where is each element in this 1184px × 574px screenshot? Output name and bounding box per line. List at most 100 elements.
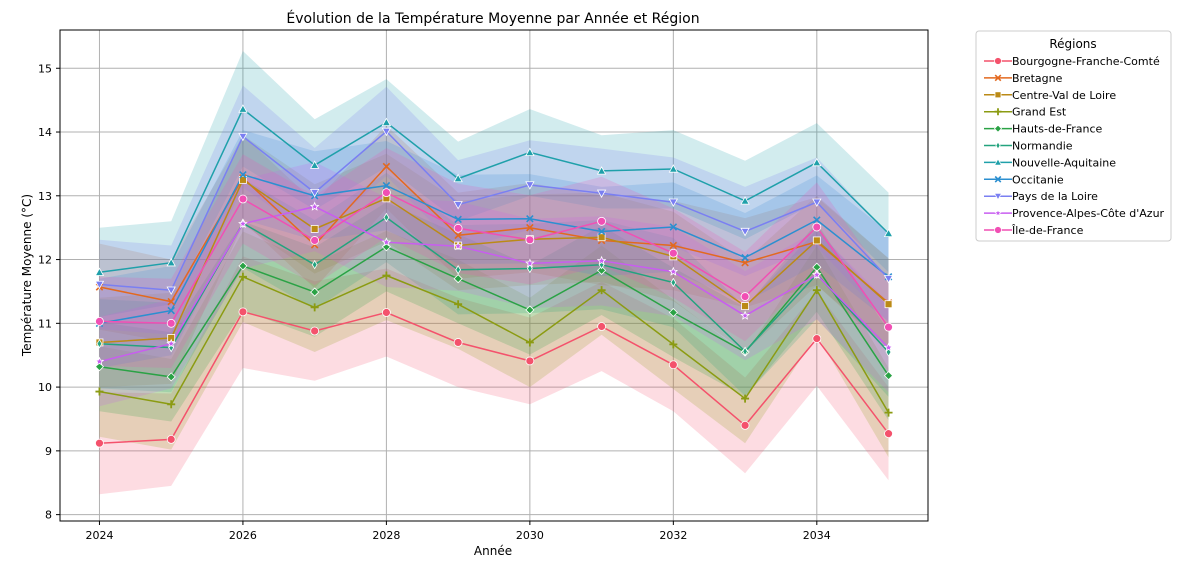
- y-tick-label: 14: [38, 126, 52, 139]
- legend-label: Bourgogne-Franche-Comté: [1012, 55, 1160, 68]
- data-point: [669, 223, 678, 231]
- data-point: [310, 326, 320, 336]
- data-point: [525, 338, 534, 347]
- data-point: [812, 334, 822, 344]
- y-tick-label: 12: [38, 254, 52, 267]
- legend-label: Normandie: [1012, 140, 1073, 153]
- legend-label: Centre-Val de Loire: [1012, 89, 1116, 102]
- data-point: [597, 286, 606, 295]
- confidence-band: [99, 230, 889, 458]
- data-point: [381, 117, 392, 127]
- data-point: [309, 189, 320, 198]
- series-line: [99, 191, 890, 328]
- data-point: [525, 356, 535, 366]
- data-point: [166, 257, 176, 267]
- data-point: [238, 194, 248, 204]
- data-point: [812, 198, 822, 207]
- data-point: [742, 346, 748, 357]
- data-point: [525, 147, 535, 157]
- data-point: [884, 300, 893, 309]
- data-point: [239, 170, 247, 179]
- x-tick-label: 2030: [516, 529, 544, 542]
- data-point: [669, 241, 678, 250]
- data-point: [525, 181, 535, 190]
- data-point: [310, 225, 319, 233]
- legend-label: Île-de-France: [1011, 224, 1084, 237]
- data-point: [525, 258, 535, 268]
- legend-label: Provence-Alpes-Côte d'Azur: [1012, 207, 1165, 220]
- data-point: [166, 338, 176, 348]
- y-tick-label: 8: [45, 509, 52, 522]
- data-point: [994, 74, 1002, 82]
- legend-label: Hauts-de-France: [1012, 123, 1103, 136]
- data-point: [597, 227, 606, 236]
- data-point: [382, 181, 391, 190]
- y-tick-label: 15: [38, 62, 52, 75]
- data-point: [668, 164, 679, 173]
- data-point: [884, 408, 893, 417]
- series-line: [99, 205, 890, 363]
- data-point: [883, 371, 894, 381]
- data-point: [238, 261, 248, 271]
- data-point: [597, 322, 607, 331]
- confidence-band: [99, 256, 889, 495]
- data-point: [995, 141, 1001, 150]
- data-point: [668, 360, 678, 370]
- data-point: [238, 104, 248, 113]
- data-point: [740, 310, 750, 320]
- data-point: [96, 338, 103, 349]
- axes: 2024 2026 2028 2030 2032 2034 8 9 10 11 12 13 14 15: [38, 29, 929, 542]
- legend-label: Nouvelle-Aquitaine: [1012, 156, 1116, 169]
- data-point: [310, 303, 319, 312]
- data-point: [238, 307, 248, 317]
- x-tick-label: 2032: [659, 529, 687, 542]
- data-point: [310, 287, 320, 297]
- data-point: [167, 306, 175, 315]
- series-line: [99, 178, 889, 344]
- data-point: [310, 236, 320, 245]
- data-point: [812, 269, 822, 279]
- data-point: [453, 173, 463, 183]
- data-point: [95, 387, 104, 396]
- plot-area: [60, 30, 928, 521]
- y-tick-label: 11: [38, 317, 52, 330]
- data-point: [668, 266, 679, 276]
- data-point: [812, 222, 822, 232]
- legend-label: Grand Est: [1012, 106, 1067, 119]
- legend: Régions Bourgogne-Franche-Comté Bretagne C…: [975, 30, 1172, 242]
- x-tick-label: 2034: [803, 529, 831, 542]
- data-point: [94, 267, 105, 276]
- data-point: [381, 237, 392, 247]
- axes-frame: [59, 29, 929, 522]
- data-point: [596, 255, 607, 265]
- series-line: [99, 274, 890, 413]
- data-point: [994, 108, 1002, 116]
- data-point: [166, 318, 176, 328]
- data-point: [525, 305, 535, 315]
- data-point: [668, 198, 679, 207]
- confidence-band: [99, 51, 889, 317]
- legend-frame: [975, 30, 1172, 242]
- data-point: [741, 394, 750, 403]
- x-tick-label: 2026: [229, 529, 257, 542]
- legend-label: Occitanie: [1012, 173, 1064, 186]
- data-point: [453, 338, 463, 347]
- data-point: [526, 223, 534, 232]
- data-point: [741, 302, 749, 311]
- series-line: [99, 310, 890, 444]
- data-point: [454, 231, 462, 240]
- data-point: [309, 160, 320, 169]
- data-point: [883, 228, 894, 238]
- confidence-band: [99, 148, 889, 372]
- data-point: [993, 208, 1003, 217]
- y-tick-label: 13: [38, 190, 52, 203]
- data-point: [740, 227, 750, 237]
- data-point: [993, 158, 1003, 166]
- data-point: [884, 429, 893, 439]
- legend-title: Régions: [1049, 37, 1096, 51]
- data-point: [669, 340, 678, 349]
- confidence-band: [99, 135, 889, 388]
- data-point: [238, 272, 247, 281]
